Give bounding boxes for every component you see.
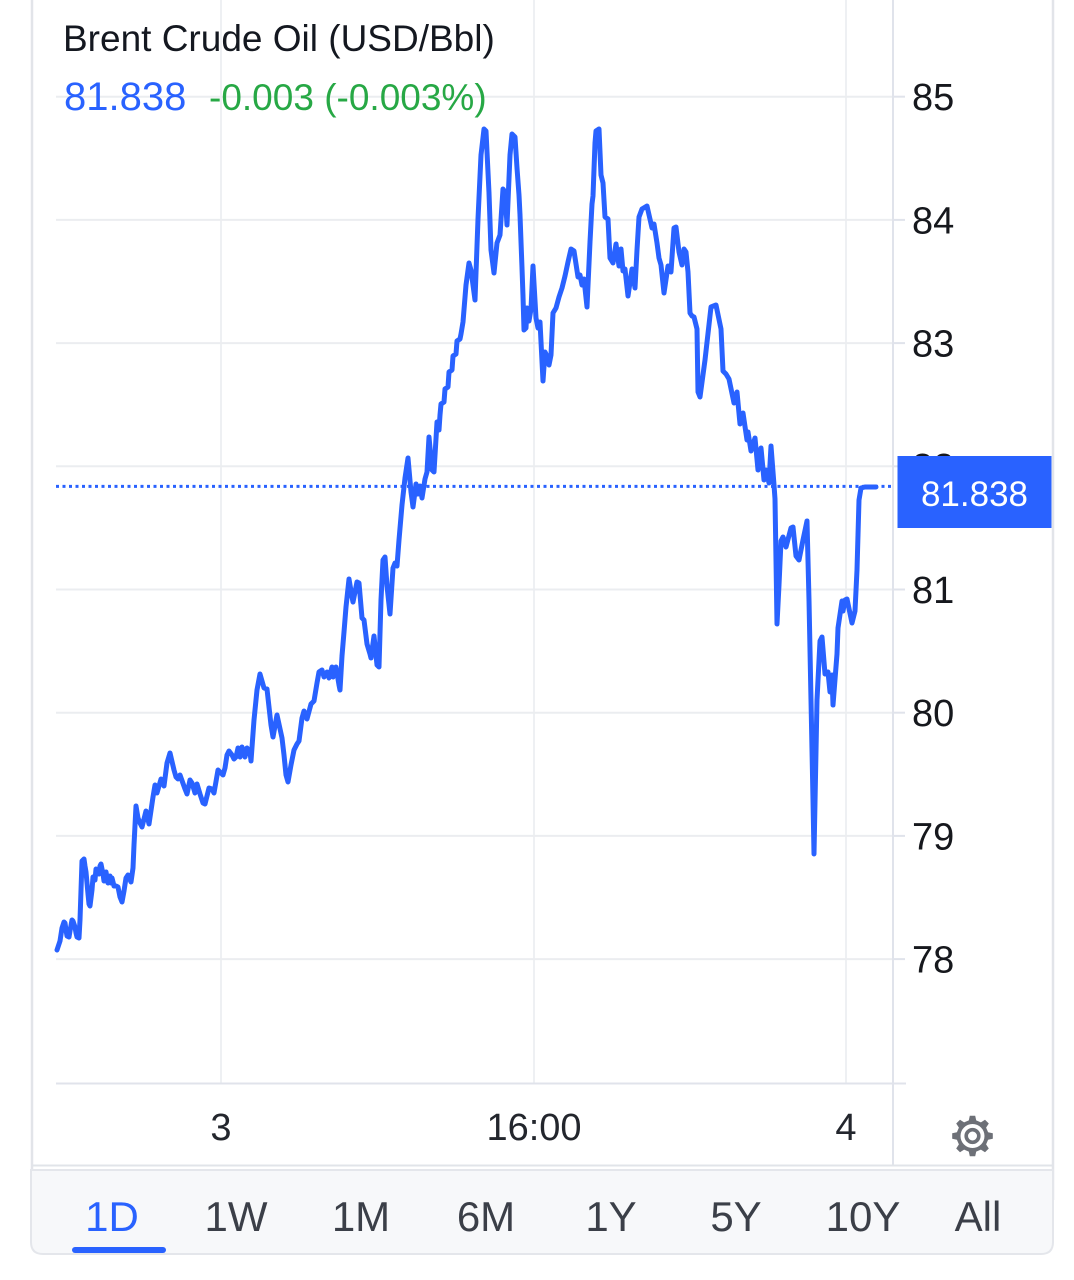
- svg-text:85: 85: [912, 77, 954, 119]
- svg-text:1D: 1D: [85, 1193, 139, 1240]
- svg-text:84: 84: [912, 200, 954, 242]
- svg-text:81.838: 81.838: [921, 475, 1028, 514]
- svg-text:1W: 1W: [205, 1193, 268, 1240]
- svg-text:5Y: 5Y: [710, 1193, 761, 1240]
- svg-text:80: 80: [912, 693, 954, 735]
- svg-text:6M: 6M: [457, 1193, 515, 1240]
- svg-text:4: 4: [835, 1107, 856, 1149]
- svg-text:-0.003 (-0.003%): -0.003 (-0.003%): [209, 77, 487, 118]
- svg-text:Brent Crude Oil (USD/Bbl): Brent Crude Oil (USD/Bbl): [63, 18, 495, 59]
- svg-text:10Y: 10Y: [826, 1193, 901, 1240]
- svg-text:81: 81: [912, 570, 954, 612]
- svg-text:All: All: [955, 1193, 1002, 1240]
- svg-text:83: 83: [912, 324, 954, 366]
- svg-text:1M: 1M: [332, 1193, 390, 1240]
- svg-text:78: 78: [912, 940, 954, 982]
- svg-text:79: 79: [912, 816, 954, 858]
- svg-text:1Y: 1Y: [585, 1193, 636, 1240]
- svg-text:3: 3: [210, 1107, 231, 1149]
- svg-text:16:00: 16:00: [486, 1107, 581, 1149]
- svg-text:81.838: 81.838: [64, 75, 186, 119]
